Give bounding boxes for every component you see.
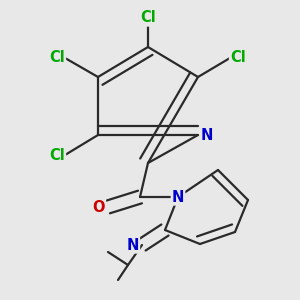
Text: Cl: Cl xyxy=(49,148,65,163)
Text: O: O xyxy=(92,200,105,214)
Text: N: N xyxy=(127,238,139,253)
Text: Cl: Cl xyxy=(140,11,156,26)
Text: Cl: Cl xyxy=(230,50,246,65)
Text: Cl: Cl xyxy=(49,50,65,65)
Text: N: N xyxy=(172,190,184,205)
Text: N: N xyxy=(201,128,213,142)
